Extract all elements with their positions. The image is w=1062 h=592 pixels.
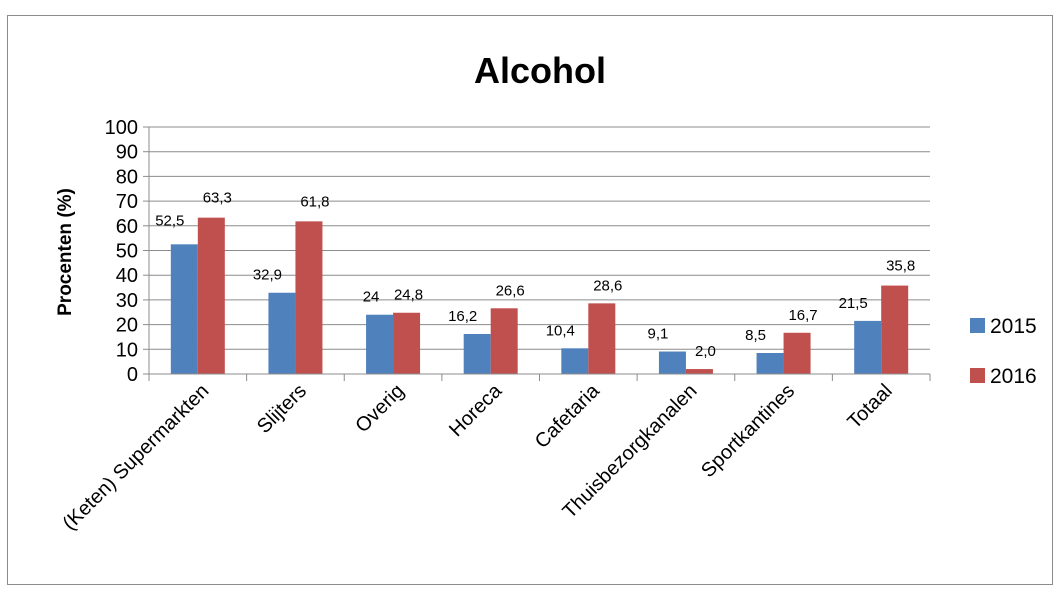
data-label-2015: 10,4 — [546, 322, 575, 339]
x-tick-label: Cafetaria — [531, 379, 605, 453]
bar-2016 — [490, 308, 518, 374]
bar-2016 — [197, 217, 225, 374]
y-tick-label: 10 — [116, 339, 138, 361]
y-tick-label: 0 — [127, 364, 138, 386]
bar-2016 — [393, 312, 421, 374]
y-tick-label: 70 — [116, 191, 138, 213]
bar-2016 — [783, 332, 811, 374]
data-label-2016: 61,8 — [300, 193, 329, 210]
data-label-2016: 28,6 — [593, 277, 622, 294]
data-label-2015: 9,1 — [648, 326, 669, 343]
x-axis-tick-labels: (Keten) Supermarkten Slijters Overig Horeca… — [59, 379, 897, 534]
bar-2016 — [295, 221, 323, 374]
bar-2016 — [685, 369, 713, 374]
data-label-2016: 26,6 — [496, 282, 525, 299]
bar-2015 — [170, 244, 198, 374]
data-label-2015: 16,2 — [448, 308, 477, 325]
data-label-2016: 63,3 — [203, 190, 232, 207]
data-label-2015: 21,5 — [839, 295, 868, 312]
data-label-2016: 24,8 — [394, 287, 423, 304]
x-tick-label: Totaal — [843, 380, 896, 433]
y-tick-label: 100 — [105, 117, 138, 139]
y-tick-label: 80 — [116, 166, 138, 188]
x-tick-label: Horeca — [445, 379, 507, 441]
legend-label-2015: 2015 — [990, 315, 1037, 338]
bar-2015 — [561, 348, 589, 374]
data-label-2016: 16,7 — [788, 307, 817, 324]
bar-2015 — [756, 353, 784, 374]
legend-swatch-2015 — [970, 318, 985, 333]
data-label-2015: 52,5 — [155, 212, 184, 229]
x-tick-label: Sportkantines — [697, 380, 799, 482]
y-tick-label: 90 — [116, 142, 138, 164]
bars — [170, 217, 909, 374]
y-tick-label: 30 — [116, 290, 138, 312]
x-tick-label: Overig — [351, 380, 408, 437]
y-tick-label: 40 — [116, 265, 138, 287]
y-tick-label: 20 — [116, 315, 138, 337]
data-label-2015: 8,5 — [745, 327, 766, 344]
data-label-2016: 2,0 — [695, 343, 716, 360]
bar-2015 — [854, 320, 882, 374]
data-label-2016: 35,8 — [886, 258, 915, 275]
bar-2015 — [366, 314, 394, 374]
chart-title: Alcohol — [474, 50, 606, 91]
data-label-2015: 32,9 — [253, 267, 282, 284]
bar-2015 — [658, 351, 686, 374]
y-tick-label: 50 — [116, 241, 138, 263]
x-tick-label: (Keten) Supermarkten — [59, 380, 214, 535]
data-labels: 52,5 63,3 32,9 61,8 24 24,8 16,2 26,6 10,4 28,6 9,… — [155, 190, 915, 360]
legend: 2015 2016 — [970, 315, 1037, 388]
y-axis-title: Procenten (%) — [55, 188, 76, 316]
y-tick-label: 60 — [116, 216, 138, 238]
axes — [148, 127, 931, 381]
x-tick-label: Slijters — [253, 380, 311, 438]
data-label-2015: 24 — [363, 289, 380, 306]
bar-2015 — [463, 333, 491, 374]
bar-2015 — [268, 292, 296, 374]
bar-2016 — [588, 303, 616, 374]
legend-swatch-2016 — [970, 368, 985, 383]
legend-label-2016: 2016 — [990, 365, 1037, 388]
bar-2016 — [881, 285, 909, 374]
